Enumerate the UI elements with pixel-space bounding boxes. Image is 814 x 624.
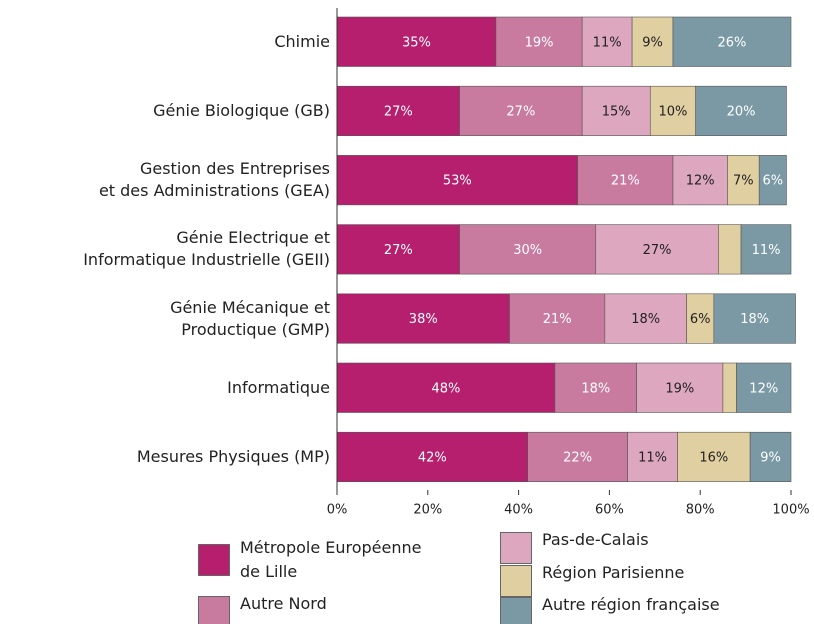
data-label: 11%: [593, 35, 622, 50]
data-label: 21%: [611, 174, 640, 189]
bar-segment: [509, 293, 606, 344]
bar-segment: [631, 16, 674, 67]
data-label: 35%: [402, 35, 431, 50]
bar-segment: [672, 16, 792, 67]
data-label: 42%: [418, 450, 447, 465]
bar-segment: [686, 293, 715, 344]
bar-segment: [336, 16, 497, 67]
data-label: 9%: [642, 35, 663, 50]
bar-segment: [758, 155, 787, 206]
legend-label: Métropole Européenne de Lille: [240, 538, 422, 581]
bar-segment: [695, 85, 787, 136]
bar-segment: [581, 16, 633, 67]
bar-segment: [577, 155, 674, 206]
data-label: 21%: [543, 312, 572, 327]
data-label: 7%: [733, 174, 754, 189]
data-label: 6%: [763, 174, 784, 189]
data-label: 26%: [718, 35, 747, 50]
bar-segment: [336, 293, 510, 344]
legend-swatch: [500, 532, 532, 564]
x-tick-label: 0%: [327, 503, 348, 518]
bar-segment: [672, 155, 728, 206]
data-label: 15%: [602, 104, 631, 119]
data-label: 19%: [525, 35, 554, 50]
legend-swatch: [198, 596, 230, 624]
data-label: 27%: [384, 104, 413, 119]
data-label: 19%: [665, 381, 694, 396]
category-label: Chimie: [274, 31, 330, 51]
data-label: 6%: [690, 312, 711, 327]
bar-segment: [740, 224, 792, 275]
data-label: 27%: [506, 104, 535, 119]
data-label: 27%: [384, 243, 413, 258]
bar-segment: [722, 362, 737, 413]
category-label: Génie Mécanique et Productique (GMP): [170, 297, 330, 339]
bar-segment: [459, 224, 597, 275]
legend-swatch: [500, 597, 532, 624]
data-label: 9%: [760, 450, 781, 465]
legend-label: Pas-de-Calais: [542, 530, 649, 549]
x-tick-label: 40%: [504, 503, 533, 518]
bar-segment: [736, 362, 792, 413]
legend-label: Autre Nord: [240, 594, 327, 613]
data-label: 12%: [686, 174, 715, 189]
bar-segment: [727, 155, 760, 206]
data-label: 18%: [740, 312, 769, 327]
data-label: 22%: [563, 450, 592, 465]
category-label: Informatique: [227, 377, 330, 397]
data-label: 48%: [432, 381, 461, 396]
data-label: 20%: [727, 104, 756, 119]
x-tick-label: 80%: [686, 503, 715, 518]
data-label: 10%: [659, 104, 688, 119]
x-tick-label: 20%: [413, 503, 442, 518]
category-label: Génie Electrique et Informatique Industr…: [83, 228, 330, 270]
bar-segment: [336, 85, 460, 136]
data-label: 12%: [749, 381, 778, 396]
bar-segment: [636, 362, 724, 413]
data-label: 30%: [513, 243, 542, 258]
bar-segment: [336, 362, 556, 413]
legend-label: Région Parisienne: [542, 563, 685, 582]
bar-segment: [749, 431, 792, 483]
data-label: 11%: [752, 243, 781, 258]
data-label: 18%: [581, 381, 610, 396]
bar-segment: [581, 85, 651, 136]
data-label: 16%: [699, 450, 728, 465]
bar-segment: [627, 431, 678, 483]
category-label: Gestion des Entreprises et des Administr…: [98, 159, 330, 201]
bar-segment: [495, 16, 583, 67]
bar-segment: [604, 293, 687, 344]
bar-segment: [718, 224, 742, 275]
legend-label: Autre région française: [542, 595, 720, 614]
bar-segment: [649, 85, 696, 136]
x-tick-label: 100%: [772, 503, 809, 518]
bar-segment: [595, 224, 719, 275]
category-label: Mesures Physiques (MP): [136, 446, 330, 466]
bar-segment: [459, 85, 583, 136]
data-label: 11%: [638, 450, 667, 465]
data-label: 53%: [443, 174, 472, 189]
x-tick-label: 60%: [595, 503, 624, 518]
data-label: 18%: [631, 312, 660, 327]
bar-segment: [713, 293, 796, 344]
legend-swatch: [500, 565, 532, 597]
bar-segment: [336, 431, 528, 483]
data-label: 38%: [409, 312, 438, 327]
data-label: 27%: [643, 243, 672, 258]
legend-swatch: [198, 544, 230, 576]
category-label: Génie Biologique (GB): [153, 100, 330, 120]
